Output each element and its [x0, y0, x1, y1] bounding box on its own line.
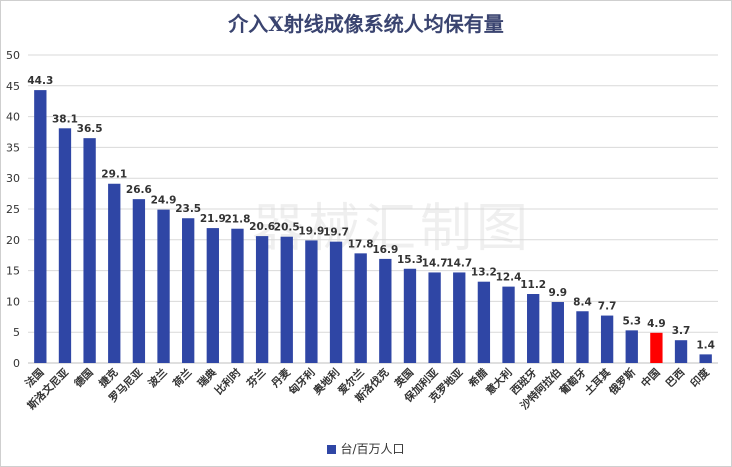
bar — [502, 286, 515, 363]
bar — [34, 90, 47, 363]
x-tick-label: 奥地利 — [311, 366, 342, 397]
chart-title: 介入X射线成像系统人均保有量 — [228, 12, 504, 36]
data-label: 14.7 — [446, 257, 472, 269]
bar — [108, 183, 121, 363]
data-label: 20.6 — [249, 221, 275, 233]
data-label: 20.5 — [274, 222, 300, 234]
x-tick-label: 葡萄牙 — [556, 366, 589, 399]
data-label: 7.7 — [598, 301, 617, 313]
x-tick-label: 匈牙利 — [286, 366, 317, 397]
bar — [699, 354, 712, 363]
bar — [674, 340, 688, 363]
data-label: 26.6 — [126, 184, 152, 196]
data-label: 21.8 — [225, 214, 251, 226]
data-label: 29.1 — [101, 169, 127, 181]
y-tick-label: 10 — [6, 295, 20, 308]
y-tick-label: 0 — [13, 357, 20, 370]
bar — [600, 315, 614, 363]
legend: 台/百万人口 — [0, 440, 732, 457]
data-label: 19.9 — [298, 225, 324, 237]
data-label: 15.3 — [397, 254, 423, 266]
bar — [280, 236, 293, 363]
data-label: 24.9 — [151, 195, 177, 207]
y-tick-label: 35 — [6, 141, 20, 154]
bar — [206, 228, 219, 363]
data-label: 17.8 — [348, 238, 374, 250]
bar — [354, 253, 367, 363]
data-label: 8.4 — [573, 296, 592, 308]
x-tick-label: 德国 — [71, 366, 96, 391]
bar — [83, 138, 96, 363]
bar — [527, 294, 540, 363]
bar — [625, 330, 638, 363]
bar — [182, 218, 195, 363]
data-label: 11.2 — [520, 279, 546, 291]
x-tick-label: 芬兰 — [243, 366, 268, 391]
data-label: 16.9 — [372, 244, 398, 256]
x-tick-label: 比利时 — [212, 366, 244, 398]
x-tick-label: 意大利 — [483, 366, 514, 397]
data-label: 3.7 — [672, 325, 691, 337]
bar — [453, 272, 466, 363]
x-tick-label: 印度 — [688, 366, 712, 390]
y-tick-label: 5 — [13, 326, 20, 339]
y-tick-label: 50 — [6, 49, 20, 62]
data-label: 13.2 — [471, 267, 497, 279]
x-tick-label: 荷兰 — [170, 366, 195, 391]
data-label: 1.4 — [696, 339, 715, 351]
bar — [305, 240, 318, 363]
bar — [403, 268, 417, 363]
x-tick-label: 波兰 — [146, 366, 170, 390]
y-tick-label: 20 — [6, 234, 20, 247]
data-label: 36.5 — [77, 123, 103, 135]
data-label: 12.4 — [496, 272, 522, 284]
bar — [255, 236, 269, 363]
data-label: 5.3 — [622, 315, 641, 327]
x-tick-label: 巴西 — [664, 366, 688, 390]
bar — [379, 258, 392, 363]
x-tick-label: 俄罗斯 — [606, 366, 639, 399]
legend-label: 台/百万人口 — [340, 442, 405, 456]
data-label: 23.5 — [175, 203, 201, 215]
bar — [576, 311, 589, 363]
data-label: 44.3 — [27, 75, 53, 87]
y-tick-label: 40 — [6, 111, 20, 124]
data-label: 21.9 — [200, 213, 226, 225]
data-label: 4.9 — [647, 318, 666, 330]
bar — [157, 209, 170, 363]
bar — [329, 241, 343, 363]
bar — [551, 302, 564, 363]
y-tick-label: 25 — [6, 203, 20, 216]
bar — [428, 272, 441, 363]
bar — [650, 332, 663, 363]
x-tick-label: 土耳其 — [582, 366, 614, 398]
bar — [132, 199, 146, 363]
y-tick-label: 45 — [6, 80, 20, 93]
x-tick-label: 中国 — [638, 366, 662, 390]
bar — [58, 128, 72, 363]
data-label: 14.7 — [422, 257, 448, 269]
bar — [477, 281, 491, 363]
bar — [231, 228, 244, 363]
data-label: 19.7 — [323, 227, 349, 239]
y-tick-label: 15 — [6, 265, 20, 278]
y-tick-label: 30 — [6, 172, 20, 185]
legend-swatch — [327, 445, 337, 454]
data-label: 9.9 — [549, 287, 568, 299]
data-label: 38.1 — [52, 113, 78, 125]
